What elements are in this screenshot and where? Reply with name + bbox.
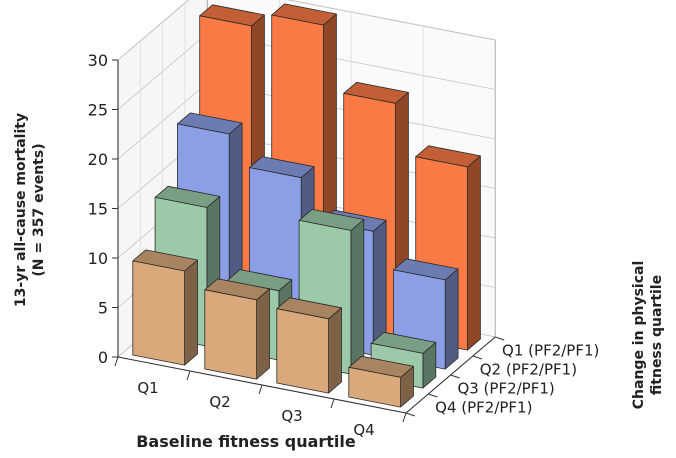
x-tick-mark <box>330 398 335 409</box>
x-axis-title: Baseline fitness quartile <box>136 432 356 451</box>
z-tick-label: Q1 (PF2/PF1) <box>502 342 599 360</box>
y-axis-title: 13-yr all-cause mortality <box>13 113 29 307</box>
z-tick-label: Q2 (PF2/PF1) <box>480 361 577 379</box>
y-tick-label: 10 <box>88 249 108 268</box>
x-tick-label: Q1 <box>137 379 158 397</box>
y-tick-label: 0 <box>98 348 108 367</box>
y-tick-label: 25 <box>88 101 108 120</box>
z-axis-title: Change in physical <box>631 261 647 409</box>
bar-side <box>256 288 270 380</box>
bar-front <box>348 366 402 408</box>
bar-side <box>444 268 459 370</box>
y-tick-label: 30 <box>88 51 108 70</box>
x-tick-mark <box>402 412 407 423</box>
x-tick-label: Q3 <box>281 407 302 425</box>
bar <box>348 355 414 408</box>
z-tick-mark <box>450 374 460 379</box>
y-tick-label: 20 <box>88 150 108 169</box>
axes: 0 5 10 15 20 25 30 Q1 Q2 Q3 Q4 Q1 (PF2/PF1)Q2 (PF2/… <box>88 51 600 439</box>
bar <box>132 249 198 366</box>
y-tick-label: 15 <box>88 200 108 219</box>
y-tick-label: 5 <box>98 299 108 318</box>
bar-front <box>132 260 186 366</box>
x-tick-mark <box>114 356 119 367</box>
bar <box>204 278 270 380</box>
z-tick-mark <box>495 336 505 341</box>
gridline <box>117 0 496 61</box>
x-tick-label: Q2 <box>209 393 230 411</box>
bar-side <box>328 307 342 394</box>
bars <box>132 3 481 408</box>
bar-side <box>184 259 198 366</box>
z-tick-mark <box>405 412 416 417</box>
bar-front <box>204 289 258 380</box>
bar-side <box>467 155 481 351</box>
y-axis-subtitle: (N = 357 events) <box>31 143 47 276</box>
x-tick-label: Q4 <box>353 421 374 439</box>
z-tick-mark <box>472 355 483 360</box>
z-tick-label: Q3 (PF2/PF1) <box>457 380 554 398</box>
x-tick-mark <box>258 384 263 395</box>
z-tick-label: Q4 (PF2/PF1) <box>435 399 532 417</box>
bar-front <box>276 308 330 394</box>
bar <box>276 297 342 394</box>
x-tick-mark <box>186 370 191 381</box>
bar-side <box>350 219 365 375</box>
z-axis-subtitle: fitness quartile <box>649 275 665 395</box>
z-tick-mark <box>428 393 438 398</box>
